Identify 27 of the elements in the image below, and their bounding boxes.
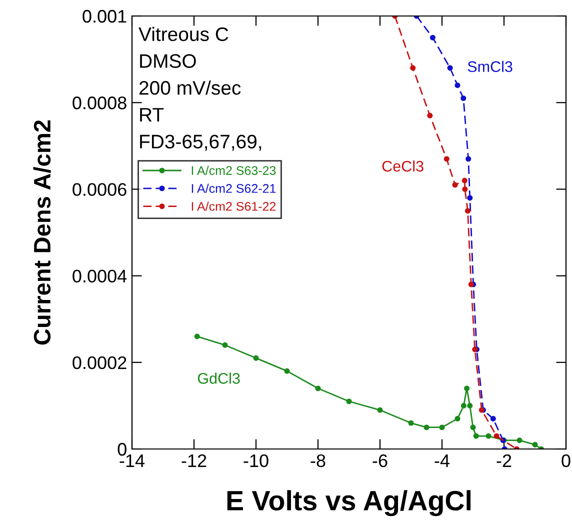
y-tick-label: 0.0004 xyxy=(72,270,127,283)
y-tick-label: 0 xyxy=(118,442,126,456)
annotation: Vitreous C xyxy=(138,26,228,42)
x-tick-label: -2 xyxy=(496,454,512,467)
y-tick-label: 0.0006 xyxy=(72,183,126,196)
legend-label: I A/cm2 S62-21 xyxy=(192,184,276,193)
annotation: SmCl3 xyxy=(468,60,512,72)
y-tick-label: 0.001 xyxy=(82,10,126,23)
y-tick-label: 0.0008 xyxy=(72,96,126,110)
x-tick-label: -10 xyxy=(244,454,268,468)
annotation: GdCl3 xyxy=(198,372,240,384)
y-tick-label: 0.0002 xyxy=(72,356,126,370)
legend-label: I A/cm2 S61-22 xyxy=(192,202,276,211)
x-tick-label: -12 xyxy=(182,454,206,467)
annotation: CeCl3 xyxy=(382,160,424,172)
x-tick-label: -14 xyxy=(120,454,145,467)
x-tick-label: -4 xyxy=(434,454,450,467)
annotation: RT xyxy=(140,108,164,122)
annotation: 200 mV/sec xyxy=(139,80,241,95)
x-axis-title: E Volts vs Ag/AgCl xyxy=(227,490,471,516)
x-tick-label: 0 xyxy=(562,454,570,468)
y-axis-title: Current Dens A/cm2 xyxy=(33,120,51,345)
x-tick-label: -8 xyxy=(310,454,326,468)
annotation: DMSO xyxy=(140,54,196,68)
legend-label: I A/cm2 S63-23 xyxy=(192,166,276,175)
annotation: FD3-65,67,69, xyxy=(140,134,262,151)
x-tick-label: -6 xyxy=(372,454,388,468)
